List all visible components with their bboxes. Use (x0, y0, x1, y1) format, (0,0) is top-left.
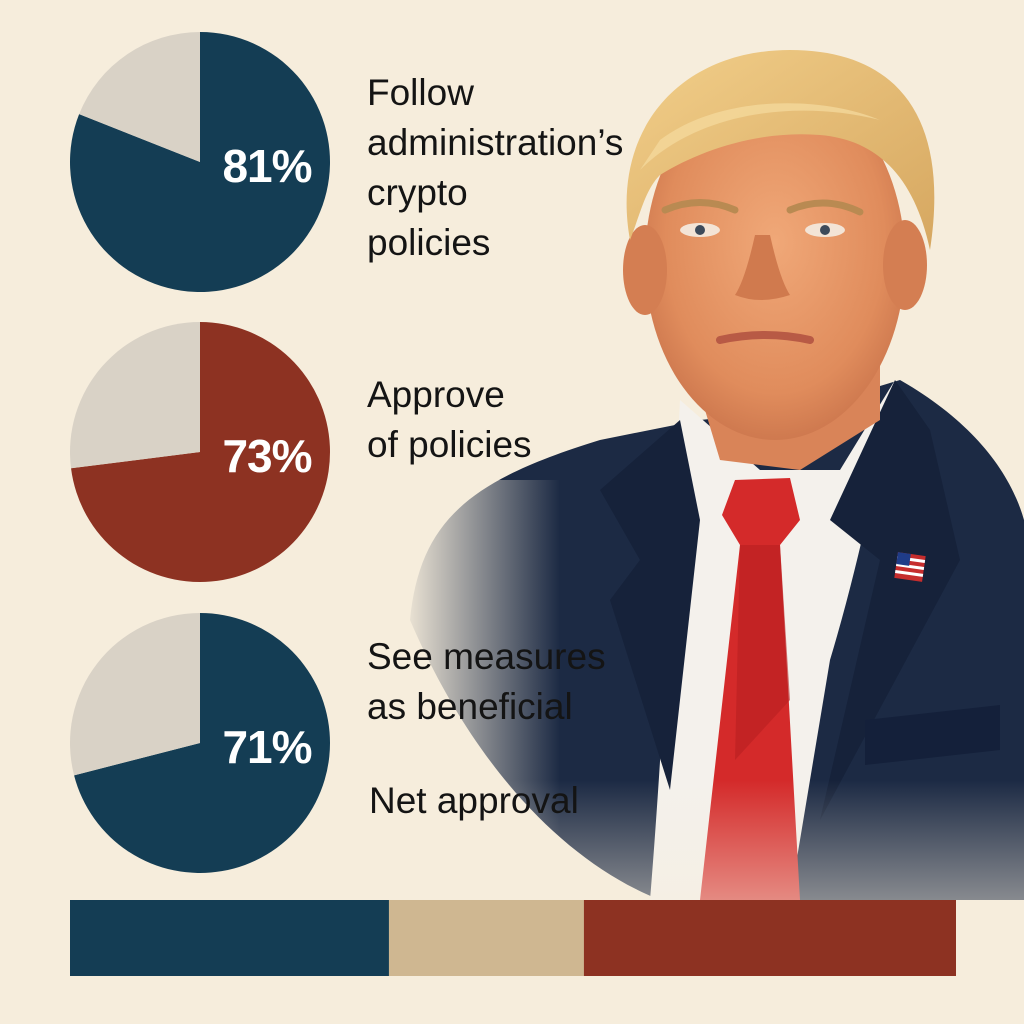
pie-slice-remainder (69, 322, 200, 469)
label-line: of policies (367, 424, 532, 465)
pie-value-label: 71% (222, 721, 311, 773)
net-approval-segment-1 (70, 900, 389, 976)
label-line: policies (367, 222, 491, 263)
portrait-image (400, 50, 1024, 1024)
net-approval-title: Net approval (369, 780, 579, 821)
right-lapel (820, 380, 960, 820)
label-line: Approve (367, 374, 505, 415)
pie-label-follow: Follow administration’s crypto policies (367, 68, 623, 268)
label-line: administration’s (367, 122, 624, 163)
pie-label-approve: Approve of policies (367, 370, 532, 470)
label-line: Follow (367, 72, 474, 113)
pie-value-label: 73% (222, 430, 311, 482)
pie-slice-value (74, 613, 331, 873)
pie-label-beneficial: See measures as beneficial (367, 632, 606, 732)
pie-value-label: 81% (222, 140, 311, 192)
hair (626, 50, 935, 250)
label-line: crypto (367, 172, 468, 213)
pie-slice-remainder (70, 613, 200, 776)
pie-slice-remainder (79, 32, 200, 162)
net-approval-segment-2 (388, 900, 584, 976)
pie-charts: 81% 73% 71% (69, 32, 331, 873)
label-line: See measures (367, 636, 606, 677)
label-line: as beneficial (367, 686, 573, 727)
pie-slice-value (71, 322, 330, 582)
american-flag-pin-icon (894, 552, 926, 582)
net-approval-bar (70, 900, 956, 976)
net-approval-segment-3 (583, 900, 956, 976)
left-lapel (600, 420, 700, 790)
